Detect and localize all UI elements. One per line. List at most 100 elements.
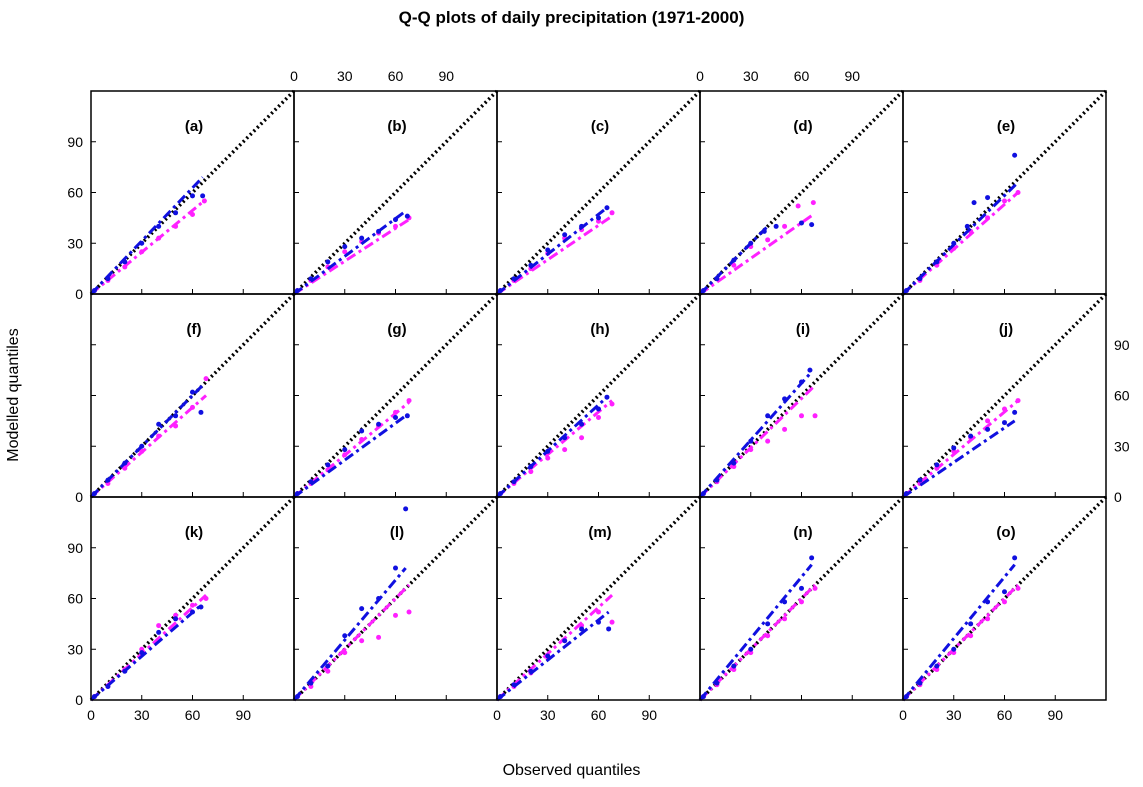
panel-label: (e) (997, 118, 1015, 135)
blue-point (376, 421, 382, 427)
blue-point (782, 396, 788, 402)
blue-fit-line (901, 563, 1016, 701)
blue-point (376, 596, 382, 601)
x-tick-label: 0 (696, 68, 704, 84)
x-tick-label: 30 (134, 707, 150, 723)
magenta-point (799, 599, 804, 605)
panel-label: (b) (387, 118, 406, 135)
magenta-point (765, 438, 771, 444)
blue-point (139, 650, 145, 656)
magenta-point (342, 650, 348, 656)
blue-point (1002, 589, 1007, 595)
blue-point (917, 276, 923, 282)
magenta-point (203, 596, 209, 601)
magenta-point (325, 668, 331, 674)
blue-point (951, 240, 957, 246)
y-tick-label: 60 (67, 185, 83, 201)
x-tick-label: 0 (493, 707, 501, 723)
magenta-point (1002, 198, 1007, 204)
x-tick-label: 0 (87, 707, 95, 723)
magenta-fit-line (495, 594, 614, 702)
blue-fit-line (902, 419, 1016, 499)
magenta-point (609, 210, 615, 216)
blue-point (190, 389, 195, 395)
magenta-point (596, 414, 601, 420)
x-tick-label: 60 (997, 707, 1013, 723)
magenta-point (393, 612, 398, 618)
blue-point (139, 240, 145, 246)
blue-point (198, 409, 204, 415)
blue-point (903, 491, 909, 497)
magenta-point (190, 404, 195, 410)
blue-point (497, 694, 503, 700)
blue-point (545, 448, 551, 454)
x-tick-label: 90 (438, 68, 454, 84)
magenta-point (1002, 599, 1007, 605)
blue-point (325, 462, 331, 468)
blue-point (545, 653, 551, 659)
blue-point (105, 683, 111, 689)
blue-point (308, 276, 314, 282)
blue-point (765, 621, 771, 627)
magenta-point (545, 455, 551, 461)
magenta-point (342, 452, 348, 458)
blue-point (985, 599, 991, 605)
blue-point (934, 462, 940, 468)
blue-point (799, 379, 804, 385)
panel-label: (n) (793, 524, 812, 541)
blue-point (342, 633, 348, 639)
blue-point (596, 406, 601, 412)
blue-point (985, 426, 991, 432)
magenta-point (579, 435, 585, 441)
blue-point (308, 680, 314, 686)
blue-fit-line (90, 604, 202, 702)
blue-point (393, 565, 398, 571)
magenta-point (810, 200, 816, 206)
x-tick-label: 30 (337, 68, 353, 84)
magenta-point (799, 413, 804, 419)
x-tick-label: 0 (290, 68, 298, 84)
magenta-point (342, 249, 348, 255)
y-tick-label: 30 (67, 235, 83, 251)
panel-label: (d) (793, 118, 812, 135)
panel-label: (m) (588, 524, 611, 541)
blue-point (91, 694, 97, 700)
x-tick-label: 90 (235, 707, 251, 723)
blue-point (714, 680, 720, 686)
panel-label: (j) (999, 321, 1013, 338)
blue-point (971, 200, 977, 206)
y-tick-label: 0 (75, 692, 83, 708)
blue-point (294, 288, 300, 294)
blue-point (604, 205, 610, 211)
blue-point (596, 619, 601, 625)
blue-point (528, 464, 534, 470)
blue-point (325, 259, 331, 265)
x-tick-label: 60 (794, 68, 810, 84)
blue-point (173, 210, 179, 216)
blue-point (903, 288, 909, 294)
blue-point (528, 262, 534, 268)
blue-point (761, 228, 767, 234)
magenta-point (795, 203, 801, 209)
blue-fit-line (698, 563, 813, 701)
magenta-point (985, 418, 991, 424)
panel-label: (f) (187, 321, 202, 338)
blue-point (809, 555, 815, 561)
x-tick-label: 0 (899, 707, 907, 723)
magenta-point (173, 223, 179, 229)
blue-point (497, 288, 503, 294)
magenta-point (156, 235, 162, 241)
blue-fit-line (698, 370, 813, 498)
magenta-point (782, 426, 788, 432)
blue-point (799, 220, 804, 226)
blue-point (511, 276, 517, 282)
blue-point (404, 413, 410, 419)
magenta-point (1015, 398, 1021, 404)
blue-point (156, 629, 162, 635)
blue-fit-line (89, 176, 204, 296)
panel-label: (i) (796, 321, 810, 338)
x-tick-label: 30 (540, 707, 556, 723)
panel-label: (g) (387, 321, 406, 338)
magenta-point (359, 436, 365, 442)
